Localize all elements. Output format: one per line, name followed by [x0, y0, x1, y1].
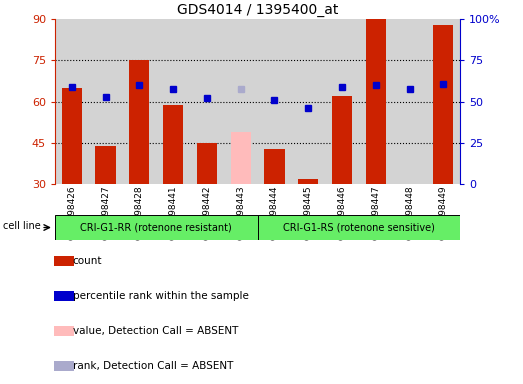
Bar [55, 19, 89, 184]
Text: count: count [73, 256, 102, 266]
Bar [325, 19, 359, 184]
Bar [433, 25, 453, 184]
Bar [122, 19, 156, 184]
Bar [257, 19, 291, 184]
Bar [332, 96, 352, 184]
Bar [197, 143, 217, 184]
Bar [190, 19, 224, 184]
Bar [129, 61, 150, 184]
Bar [62, 88, 82, 184]
Text: CRI-G1-RS (rotenone sensitive): CRI-G1-RS (rotenone sensitive) [283, 222, 435, 233]
Bar [156, 19, 190, 184]
Bar [54, 256, 74, 266]
Bar [366, 19, 386, 184]
Text: CRI-G1-RR (rotenone resistant): CRI-G1-RR (rotenone resistant) [81, 222, 232, 233]
Bar [257, 215, 460, 240]
Bar [163, 104, 183, 184]
Bar [393, 19, 426, 184]
Text: cell line: cell line [3, 221, 40, 231]
Text: percentile rank within the sample: percentile rank within the sample [73, 291, 248, 301]
Bar [231, 132, 251, 184]
Text: value, Detection Call = ABSENT: value, Detection Call = ABSENT [73, 326, 238, 336]
Bar [359, 19, 393, 184]
Bar [54, 361, 74, 371]
Bar [298, 179, 319, 184]
Bar [54, 291, 74, 301]
Bar [95, 146, 116, 184]
Bar [224, 19, 257, 184]
Bar [89, 19, 122, 184]
Bar [426, 19, 460, 184]
Text: rank, Detection Call = ABSENT: rank, Detection Call = ABSENT [73, 361, 233, 371]
Title: GDS4014 / 1395400_at: GDS4014 / 1395400_at [177, 3, 338, 17]
Bar [291, 19, 325, 184]
Bar [264, 149, 285, 184]
Bar [54, 326, 74, 336]
Bar [55, 215, 257, 240]
